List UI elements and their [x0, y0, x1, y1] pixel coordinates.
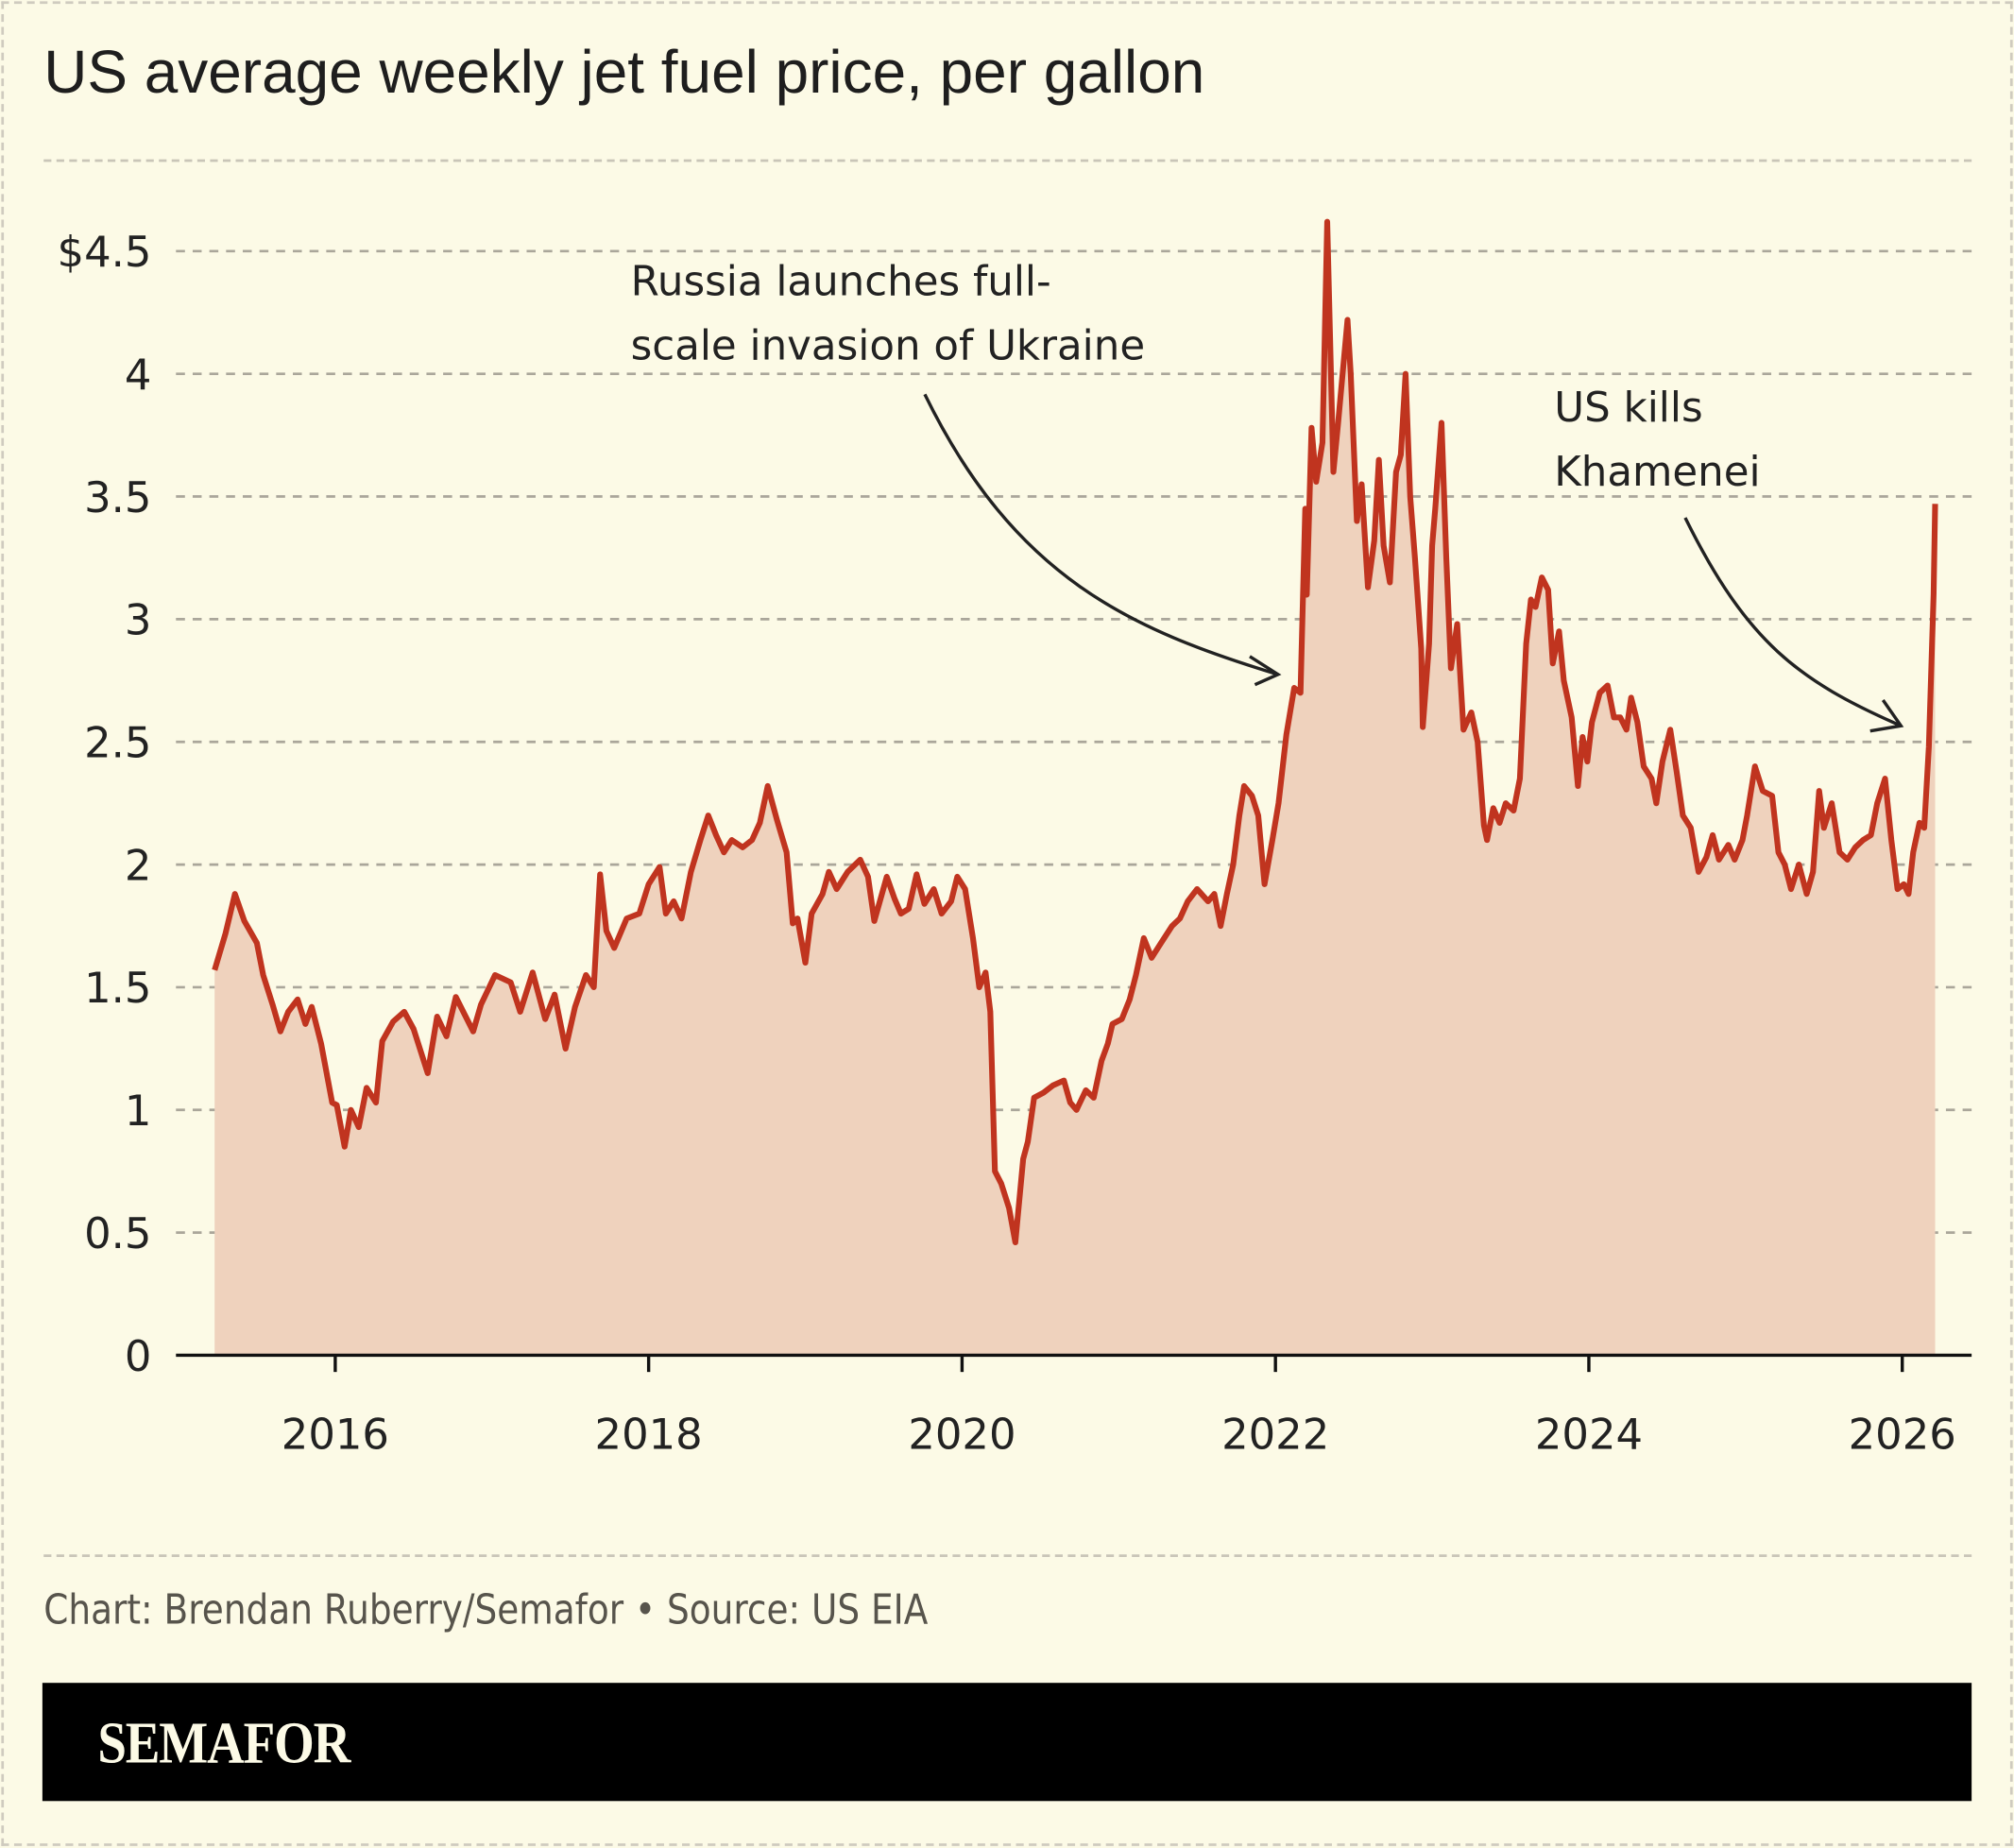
y-tick-label: 1.5 — [84, 963, 151, 1013]
y-tick-label: 2 — [125, 840, 152, 890]
annotation-text: Khamenei — [1554, 449, 1760, 496]
annotation: US kills Khamenei — [1554, 385, 1904, 733]
x-tick-label: 2016 — [282, 1410, 389, 1460]
annotation-arrow — [923, 393, 1279, 676]
x-axis: 2016 2018 2020 2022 2024 2026 — [282, 1355, 1956, 1460]
annotation-text: US kills — [1554, 385, 1702, 432]
y-tick-label: 3 — [125, 595, 152, 645]
y-tick-label: 1 — [125, 1086, 152, 1136]
y-tick-label: 2.5 — [84, 718, 151, 768]
y-tick-label: 0 — [125, 1331, 152, 1381]
area-chart: 00.511.522.533.54$4.5 2016 2018 2020 2022 20… — [58, 218, 1972, 1460]
annotations: Russia launches full-scale invasion of U… — [631, 259, 1904, 733]
header-divider — [43, 159, 1972, 163]
x-tick-label: 2024 — [1535, 1410, 1643, 1460]
y-tick-label: 3.5 — [84, 472, 151, 522]
footer-divider — [43, 1554, 1972, 1557]
y-axis: 0 0.5 1 1.5 2 2.5 3 3.5 4 $4.5 — [58, 227, 152, 1381]
annotation-text: Russia launches full- — [631, 259, 1051, 306]
annotation: Russia launches full-scale invasion of U… — [631, 259, 1282, 687]
arrowhead-icon — [1869, 699, 1904, 733]
x-tick-label: 2026 — [1849, 1410, 1956, 1460]
annotation-arrow — [1683, 517, 1903, 727]
annotation-text: scale invasion of Ukraine — [631, 323, 1145, 370]
source-credit: Chart: Brendan Ruberry/Semafor • Source:… — [43, 1584, 929, 1634]
price-line — [212, 218, 1938, 1246]
y-tick-label: 4 — [125, 350, 152, 400]
brand-bar: SEMAFOR — [42, 1683, 1972, 1802]
price-area-fill — [214, 221, 1936, 1356]
chart-title: US average weekly jet fuel price, per ga… — [43, 37, 1205, 106]
x-tick-label: 2018 — [595, 1410, 703, 1460]
x-tick-label: 2020 — [908, 1410, 1016, 1460]
y-tick-label: $4.5 — [58, 227, 152, 277]
x-tick-label: 2022 — [1221, 1410, 1329, 1460]
arrowhead-icon — [1249, 655, 1282, 687]
semafor-logo: SEMAFOR — [97, 1709, 350, 1776]
y-tick-label: 0.5 — [84, 1208, 151, 1258]
